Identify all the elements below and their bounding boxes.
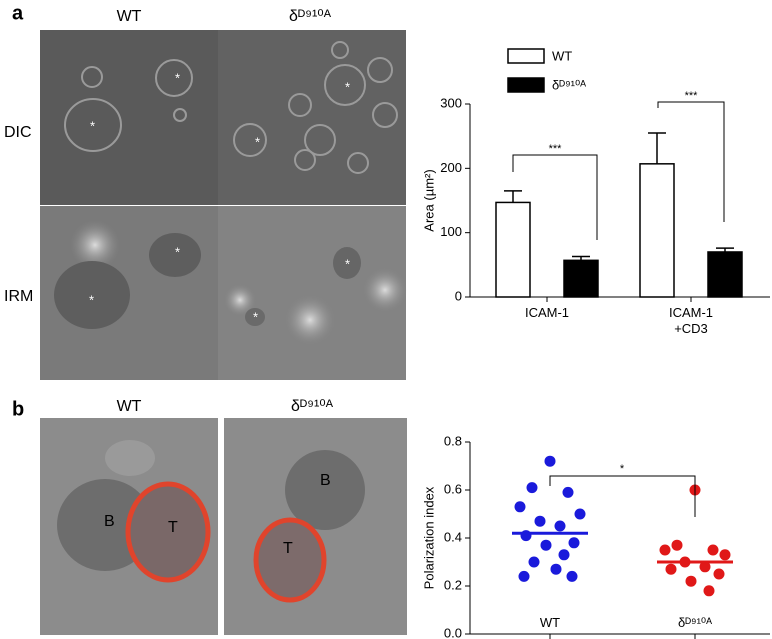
y-tick-label: 0.8	[444, 433, 462, 448]
point	[703, 585, 715, 597]
bar	[707, 251, 743, 298]
x-tick-label: δᴰ⁹¹⁰ᴬ	[677, 615, 713, 630]
legend-swatch	[507, 48, 545, 64]
y-axis-label: Area (µm²)	[421, 169, 436, 231]
bar	[639, 163, 675, 298]
point	[554, 520, 566, 532]
legend-swatch	[507, 77, 545, 93]
x-tick-label: ICAM-1	[524, 305, 570, 320]
significance-bracket	[657, 101, 725, 222]
point	[665, 563, 677, 575]
conjugate-cells	[57, 440, 365, 603]
point	[558, 549, 570, 561]
panel-label: b	[12, 398, 24, 420]
significance-label: ***	[685, 90, 699, 102]
y-tick-label: 0.0	[444, 625, 462, 639]
bar	[495, 201, 531, 298]
cell-label: B	[320, 472, 331, 489]
markers: * * * * * * * *	[89, 70, 350, 324]
x-tick-label: ICAM-1 +CD3	[668, 305, 714, 336]
point	[514, 501, 526, 513]
x-tick-label: WT	[539, 615, 561, 630]
point	[671, 539, 683, 551]
row-label: IRM	[4, 288, 33, 305]
marker: *	[345, 256, 350, 271]
column-label: δᴰ⁹¹⁰ᴬ	[289, 8, 332, 25]
cell-label: T	[283, 540, 293, 557]
y-tick-label: 100	[440, 224, 462, 239]
column-label: δᴰ⁹¹⁰ᴬ	[291, 398, 334, 415]
point	[534, 515, 546, 527]
point	[707, 544, 719, 556]
significance-label: *	[620, 463, 625, 475]
y-tick-label: 0.4	[444, 529, 462, 544]
y-tick-label: 0.2	[444, 577, 462, 592]
point	[685, 575, 697, 587]
point	[568, 537, 580, 549]
point	[699, 561, 711, 573]
point	[566, 570, 578, 582]
column-label: WT	[117, 398, 142, 415]
point	[526, 482, 538, 494]
y-tick-label: 0	[455, 288, 462, 303]
legend-label: WT	[552, 48, 572, 63]
point	[659, 544, 671, 556]
marker: *	[89, 292, 94, 307]
row-label: DIC	[4, 124, 32, 141]
y-tick-label: 300	[440, 95, 462, 110]
point	[719, 549, 731, 561]
y-axis-label: Polarization index	[421, 486, 436, 589]
marker: *	[175, 70, 180, 85]
point	[528, 556, 540, 568]
point	[562, 486, 574, 498]
significance-bracket	[512, 154, 598, 240]
cell-label: B	[104, 513, 115, 530]
marker: *	[255, 134, 260, 149]
y-tick-label: 200	[440, 160, 462, 175]
point	[540, 539, 552, 551]
point	[544, 455, 556, 467]
significance-label: ***	[549, 143, 563, 155]
cells	[64, 41, 398, 174]
column-label: WT	[117, 8, 142, 25]
legend-label: δᴰ⁹¹⁰ᴬ	[552, 77, 586, 92]
bar	[563, 259, 599, 298]
panel-label: a	[12, 2, 24, 24]
cell-label: T	[168, 519, 178, 536]
irm-shapes	[54, 220, 407, 345]
y-tick-label: 0.6	[444, 481, 462, 496]
marker: *	[253, 309, 258, 324]
point	[518, 570, 530, 582]
marker: *	[175, 244, 180, 259]
dic-wt-image	[40, 30, 218, 205]
marker: *	[90, 118, 95, 133]
point	[550, 563, 562, 575]
marker: *	[345, 79, 350, 94]
dic-mut-image	[218, 30, 406, 205]
point	[713, 568, 725, 580]
significance-bracket	[549, 475, 696, 517]
point	[574, 508, 586, 520]
